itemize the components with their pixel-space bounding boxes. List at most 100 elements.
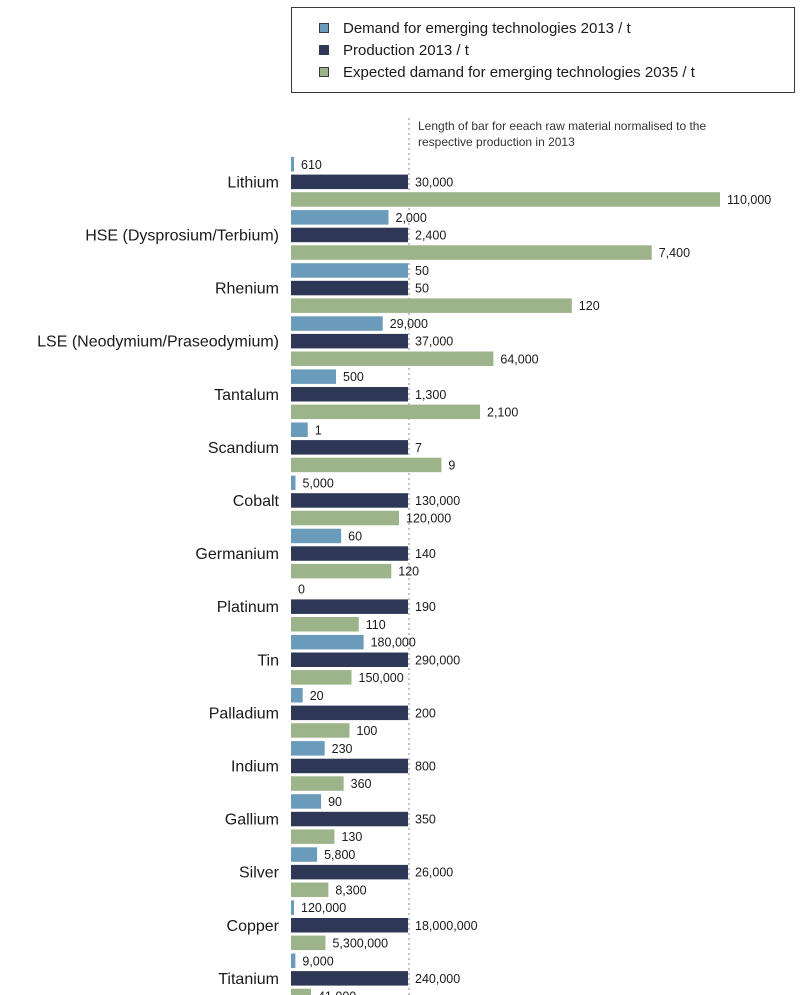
legend-swatch-demand-2035 [319, 67, 329, 77]
bar-hse-dysprosium-terbium-demand-2035 [291, 245, 652, 260]
bar-germanium-demand-2013 [291, 528, 342, 544]
bar-hse-dysprosium-terbium-production-2013 [291, 227, 408, 243]
bar-silver-production-2013 [291, 864, 408, 880]
data-label-rhenium-demand-2013: 50 [415, 264, 429, 278]
bar-indium-production-2013 [291, 758, 408, 774]
data-label-germanium-demand-2035: 120 [398, 565, 419, 579]
data-label-silver-demand-2035: 8,300 [335, 883, 366, 897]
bar-titanium-production-2013 [291, 971, 408, 986]
data-label-palladium-production-2013: 200 [415, 706, 436, 720]
data-label-tin-demand-2035: 150,000 [359, 671, 404, 685]
data-label-hse-dysprosium-terbium-production-2013: 2,400 [415, 228, 446, 242]
bar-silver-demand-2013 [291, 847, 318, 862]
data-label-gallium-production-2013: 350 [415, 813, 436, 827]
legend-swatch-production-2013 [319, 45, 329, 55]
data-label-rhenium-demand-2035: 120 [579, 299, 600, 313]
normalisation-note-line-0: Length of bar for eeach raw material nor… [418, 119, 706, 133]
data-label-cobalt-production-2013: 130,000 [415, 494, 460, 508]
category-label-tantalum: Tantalum [214, 387, 279, 404]
bar-silver-demand-2035 [291, 882, 329, 897]
category-label-silver: Silver [239, 865, 280, 882]
category-label-hse-dysprosium-terbium: HSE (Dysprosium/Terbium) [85, 227, 279, 244]
bar-rhenium-demand-2013 [291, 263, 408, 278]
bar-rhenium-demand-2035 [291, 298, 572, 313]
data-label-lithium-demand-2013: 610 [301, 158, 322, 172]
bar-tantalum-demand-2013 [291, 369, 336, 384]
data-label-copper-production-2013: 18,000,000 [415, 919, 478, 933]
legend-label-demand-2013: Demand for emerging technologies 2013 / … [343, 19, 631, 37]
data-label-tantalum-production-2013: 1,300 [415, 388, 446, 402]
bar-tin-demand-2035 [291, 670, 352, 685]
data-label-rhenium-production-2013: 50 [415, 282, 429, 296]
data-label-silver-production-2013: 26,000 [415, 866, 453, 880]
bar-tin-demand-2013 [291, 634, 364, 650]
category-label-palladium: Palladium [209, 705, 279, 722]
legend-item-production-2013: Production 2013 / t [319, 40, 469, 60]
data-label-tantalum-demand-2035: 2,100 [487, 405, 518, 419]
bar-lithium-production-2013 [291, 174, 408, 190]
bar-tantalum-production-2013 [291, 387, 408, 402]
bar-scandium-production-2013 [291, 440, 408, 455]
category-label-lithium: Lithium [227, 174, 279, 191]
bar-gallium-production-2013 [291, 811, 408, 827]
bar-palladium-demand-2035 [291, 723, 350, 738]
bar-germanium-production-2013 [291, 546, 408, 561]
bar-tantalum-demand-2035 [291, 404, 480, 420]
data-label-indium-production-2013: 800 [415, 759, 436, 773]
data-label-germanium-demand-2013: 60 [348, 529, 362, 543]
data-label-gallium-demand-2035: 130 [341, 830, 362, 844]
bar-indium-demand-2013 [291, 741, 325, 756]
data-label-tin-production-2013: 290,000 [415, 653, 460, 667]
data-label-scandium-production-2013: 7 [415, 441, 422, 455]
legend-label-demand-2035: Expected damand for emerging technologie… [343, 63, 695, 81]
bar-germanium-demand-2035 [291, 563, 392, 579]
bar-hse-dysprosium-terbium-demand-2013 [291, 210, 389, 225]
category-label-tin: Tin [257, 652, 279, 669]
category-label-copper: Copper [227, 918, 280, 935]
data-label-palladium-demand-2013: 20 [310, 689, 324, 703]
bar-platinum-demand-2035 [291, 617, 359, 632]
data-label-lithium-demand-2035: 110,000 [727, 193, 771, 207]
bar-copper-production-2013 [291, 918, 408, 933]
bar-copper-demand-2013 [291, 900, 294, 915]
data-label-cobalt-demand-2035: 120,000 [406, 512, 451, 526]
bar-gallium-demand-2035 [291, 829, 335, 844]
data-label-cobalt-demand-2013: 5,000 [303, 476, 334, 490]
bar-titanium-demand-2035 [291, 988, 311, 995]
bar-tin-production-2013 [291, 652, 408, 667]
bar-lse-neodymium-praseodymium-demand-2035 [291, 351, 494, 366]
category-label-rhenium: Rhenium [215, 281, 279, 298]
data-label-silver-demand-2013: 5,800 [324, 848, 355, 862]
data-label-titanium-demand-2013: 9,000 [302, 954, 333, 968]
bar-lithium-demand-2013 [291, 157, 294, 172]
data-label-copper-demand-2035: 5,300,000 [332, 936, 388, 950]
legend-item-demand-2035: Expected damand for emerging technologie… [319, 62, 695, 82]
legend-swatch-demand-2013 [319, 23, 329, 33]
category-label-gallium: Gallium [225, 812, 279, 829]
data-label-indium-demand-2013: 230 [332, 742, 353, 756]
bar-cobalt-demand-2013 [291, 475, 296, 491]
data-label-lse-neodymium-praseodymium-production-2013: 37,000 [415, 335, 453, 349]
category-label-cobalt: Cobalt [233, 493, 280, 510]
bar-gallium-demand-2013 [291, 794, 322, 809]
data-label-titanium-demand-2035: 41,000 [318, 989, 356, 995]
data-label-platinum-production-2013: 190 [415, 600, 436, 614]
category-label-scandium: Scandium [208, 440, 279, 457]
category-label-titanium: Titanium [218, 971, 279, 988]
legend-label-production-2013: Production 2013 / t [343, 41, 469, 59]
data-label-platinum-demand-2035: 110 [366, 618, 386, 632]
normalisation-note-line-1: respective production in 2013 [418, 135, 575, 149]
bar-scandium-demand-2013 [291, 422, 308, 437]
bar-lse-neodymium-praseodymium-production-2013 [291, 333, 408, 349]
data-label-germanium-production-2013: 140 [415, 547, 436, 561]
bar-titanium-demand-2013 [291, 953, 296, 968]
bar-palladium-demand-2013 [291, 688, 303, 703]
data-label-lithium-production-2013: 30,000 [415, 175, 453, 189]
data-label-scandium-demand-2035: 9 [448, 458, 455, 472]
data-label-tin-demand-2013: 180,000 [371, 636, 416, 650]
bar-lse-neodymium-praseodymium-demand-2013 [291, 316, 383, 331]
data-label-scandium-demand-2013: 1 [315, 423, 322, 437]
chart-legend: Demand for emerging technologies 2013 / … [291, 7, 795, 93]
legend-item-demand-2013: Demand for emerging technologies 2013 / … [319, 18, 631, 38]
